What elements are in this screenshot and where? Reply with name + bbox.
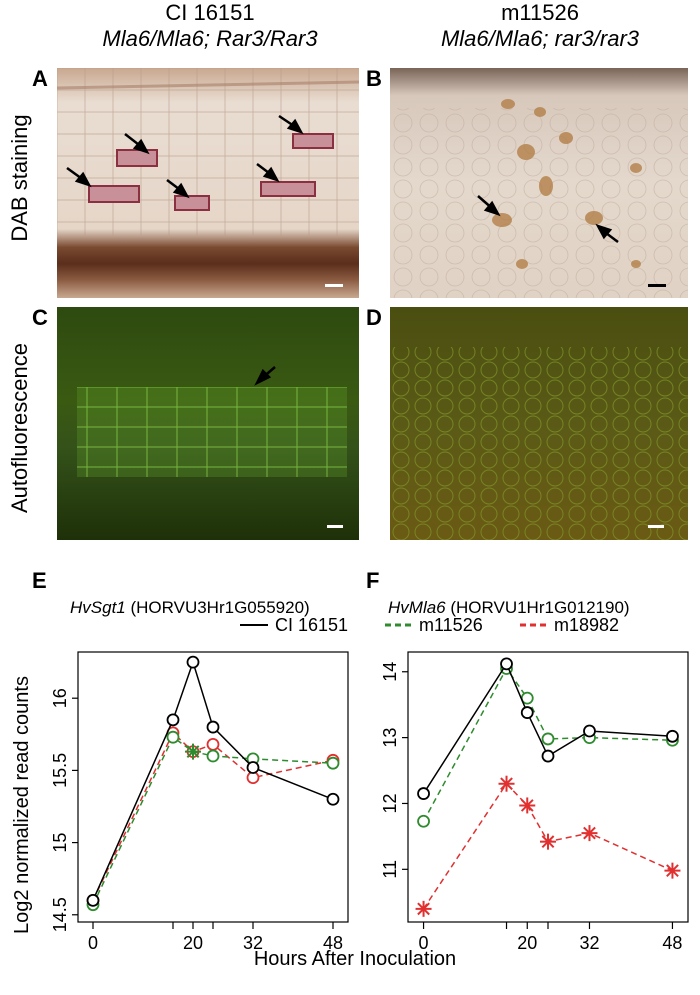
data-point-star-m11526: [185, 743, 201, 760]
row-label-dab: DAB staining: [7, 114, 32, 242]
panel-letter-e: E: [32, 568, 47, 593]
strain-name: m11526: [501, 0, 579, 25]
y-tick-label-f: 13: [380, 728, 400, 748]
data-point-star-m18982: [581, 825, 598, 842]
micrograph-autofluorescence-ci16151: [57, 307, 359, 540]
data-point-star-m18982: [664, 862, 681, 879]
data-point-m11526: [326, 756, 340, 770]
row-label-autofluorescence: Autofluorescence: [7, 343, 32, 513]
y-axis-title: Log2 normalized read counts: [11, 676, 33, 934]
plot-f: 11 12 13 14 0 20 32 48: [380, 657, 682, 953]
plot-e: 14.5 15 15.5 16 0 20 32 48: [50, 655, 343, 953]
strain-name: CI 16151: [165, 0, 255, 25]
y-tick-label-e: 15.5: [50, 753, 70, 788]
x-tick-label-e: 20: [183, 933, 203, 953]
micrograph-dab-ci16151: [57, 68, 359, 298]
series-line-m18982-f: [422, 782, 673, 910]
data-point-ci16151: [206, 720, 220, 734]
micrograph-autofluorescence-m11526: [390, 307, 688, 540]
data-point-star-m18982: [540, 833, 556, 850]
y-tick-label-e: 15: [50, 833, 70, 853]
x-tick-label-f: 0: [419, 933, 429, 953]
data-point-ci16151: [666, 729, 679, 743]
data-point-star-m18982: [498, 775, 515, 792]
gene-name: HvMla6: [388, 598, 446, 617]
data-point-m18982: [206, 738, 220, 751]
plot-frame-e: [77, 651, 349, 923]
series-line-m11526-e: [92, 736, 334, 905]
x-tick-label-e: 48: [323, 933, 343, 953]
series-line-m18982-e: [92, 731, 334, 901]
legend-label-m18982: m18982: [554, 615, 619, 635]
data-point-ci16151: [166, 713, 180, 727]
y-tick-label-e: 16: [50, 688, 70, 708]
y-tick-label-e: 14.5: [50, 897, 70, 932]
gene-name: HvSgt1: [70, 598, 126, 617]
y-tick-label-f: 12: [380, 793, 400, 813]
genotype-label: Mla6/Mla6; Rar3/Rar3: [102, 26, 318, 51]
panel-letter-d: D: [366, 305, 382, 330]
data-point-ci16151: [583, 724, 596, 738]
data-point-ci16151: [326, 792, 340, 806]
line-charts: CI 16151 m11526 m18982 Log2 normalized r…: [11, 615, 689, 970]
x-axis-title: Hours After Inoculation: [254, 948, 456, 970]
plot-frame-f: [407, 651, 689, 923]
legend-label-m11526: m11526: [419, 615, 483, 635]
data-point-ci16151: [541, 749, 555, 763]
x-tick-label-e: 32: [243, 933, 263, 953]
series-line-ci16151-e: [92, 659, 334, 901]
x-tick-label-f: 48: [662, 933, 682, 953]
column-title-m11526: m11526 Mla6/Mla6; rar3/rar3: [380, 0, 700, 52]
x-tick-label-e: 0: [88, 933, 98, 953]
gene-id: (HORVU1Hr1G012190): [450, 598, 630, 617]
data-point-ci16151: [417, 787, 430, 800]
series-line-m11526-f: [422, 667, 673, 822]
y-tick-label-f: 11: [380, 860, 400, 879]
gene-id: (HORVU3Hr1G055920): [130, 598, 310, 617]
data-point-ci16151: [186, 655, 200, 669]
data-point-m11526: [166, 730, 180, 744]
gene-title-e: HvSgt1 (HORVU3Hr1G055920): [70, 598, 310, 618]
y-tick-label-f: 14: [380, 662, 400, 682]
data-point-ci16151: [86, 893, 100, 907]
legend: CI 16151 m11526 m18982: [240, 615, 619, 635]
series-line-ci16151-f: [422, 662, 673, 794]
panel-letter-c: C: [32, 305, 48, 330]
data-point-m11526: [417, 814, 430, 828]
legend-label-ci16151: CI 16151: [275, 615, 348, 635]
data-point-m11526: [541, 732, 555, 746]
data-point-ci16151: [246, 761, 260, 774]
gene-title-f: HvMla6 (HORVU1Hr1G012190): [388, 598, 630, 618]
x-tick-label-f: 20: [517, 933, 537, 953]
data-point-ci16151: [500, 657, 513, 671]
panel-letter-f: F: [366, 568, 380, 593]
data-point-star-m18982: [415, 900, 432, 917]
data-point-m11526: [206, 749, 220, 763]
genotype-label: Mla6/Mla6; rar3/rar3: [440, 26, 640, 51]
micrograph-dab-m11526: [390, 68, 688, 298]
x-tick-label-f: 32: [579, 933, 599, 953]
panel-letter-b: B: [366, 66, 382, 91]
data-point-ci16151: [520, 706, 534, 719]
column-title-ci16151: CI 16151 Mla6/Mla6; Rar3/Rar3: [40, 0, 380, 52]
panel-letter-a: A: [32, 66, 48, 91]
data-point-star-m18982: [519, 797, 536, 814]
